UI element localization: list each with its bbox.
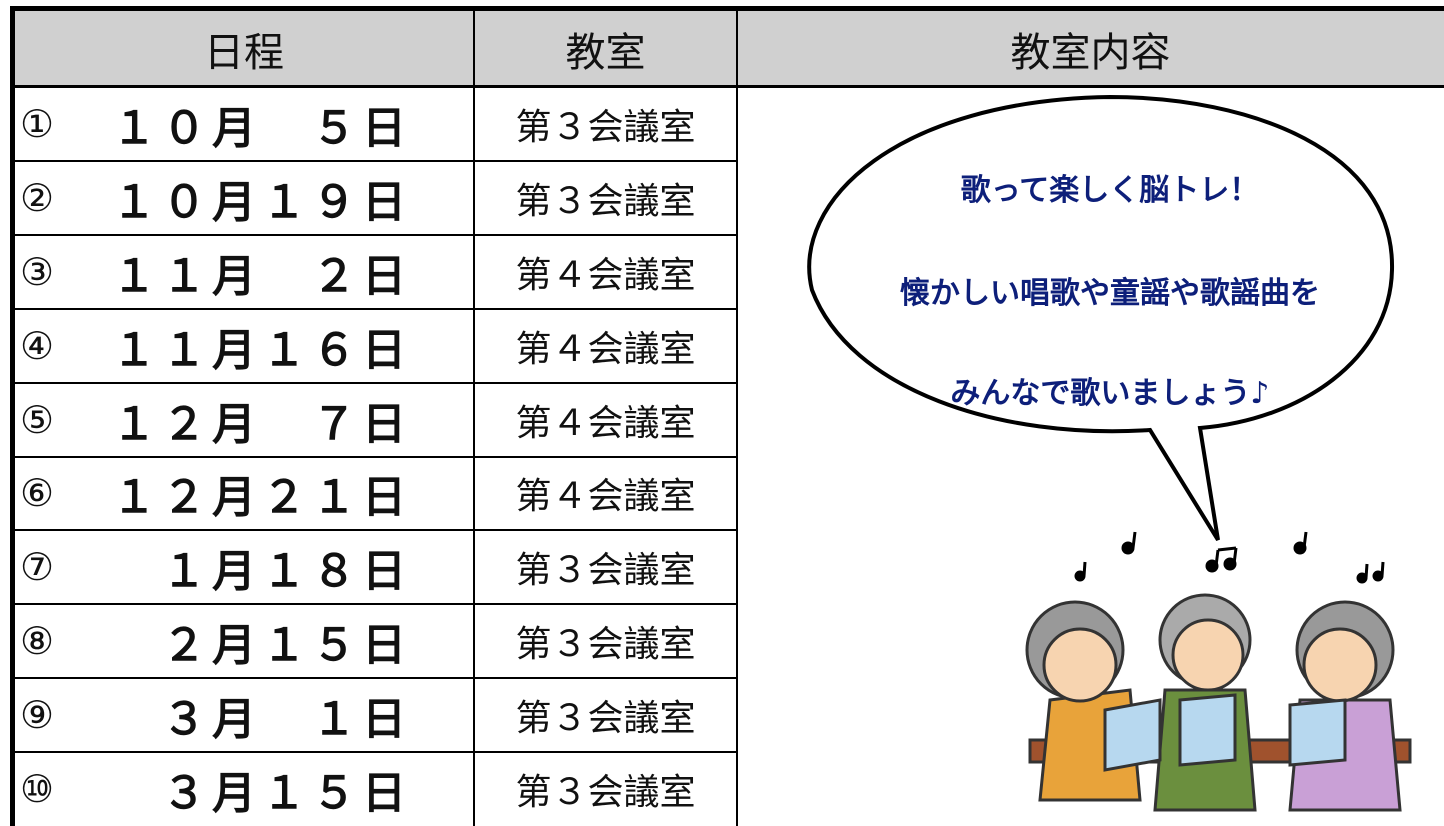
row-date: １０月 ５日 — [112, 102, 412, 154]
row-number: ⑦ — [20, 545, 55, 590]
speech-bubble — [807, 94, 1395, 542]
row-border — [14, 307, 737, 310]
header-cell: 日程 — [14, 10, 474, 87]
row-border — [14, 751, 737, 754]
row-room: 第３会議室 — [515, 698, 696, 740]
row-border — [14, 455, 737, 458]
row-number: ① — [20, 101, 55, 146]
row-room: 第３会議室 — [515, 180, 696, 222]
header-cell: 教室 — [474, 10, 737, 87]
bubble-line: 歌って楽しく脳トレ！ — [960, 173, 1260, 208]
row-room: 第３会議室 — [515, 772, 696, 814]
row-number: ② — [20, 175, 55, 220]
row-date: １２月 ７日 — [112, 398, 412, 450]
row-date: １１月１６日 — [112, 324, 412, 376]
row-room: 第４会議室 — [515, 402, 696, 444]
row-border — [14, 603, 737, 606]
row-date: ２月１５日 — [162, 620, 412, 672]
row-date: １１月 ２日 — [112, 250, 412, 302]
singers-illustration — [1025, 593, 1412, 812]
row-room: 第３会議室 — [515, 550, 696, 592]
border — [14, 85, 1444, 88]
row-number: ⑩ — [20, 767, 55, 812]
music-notes — [1074, 531, 1385, 584]
row-number: ④ — [20, 323, 55, 368]
bubble-line: みんなで歌いましょう♪ — [950, 376, 1270, 411]
border — [10, 6, 1444, 11]
header-cell: 教室内容 — [737, 10, 1444, 87]
row-room: 第４会議室 — [515, 476, 696, 518]
border — [736, 10, 738, 826]
row-number: ⑤ — [20, 397, 55, 442]
row-border — [14, 677, 737, 680]
border — [473, 10, 475, 826]
bubble-line: 懐かしい唱歌や童謡や歌謡曲を — [900, 276, 1320, 311]
row-room: 第４会議室 — [515, 254, 696, 296]
row-date: ３月 １日 — [162, 694, 412, 746]
row-border — [14, 381, 737, 384]
row-date: １月１８日 — [162, 546, 412, 598]
border — [10, 10, 15, 826]
row-room: 第３会議室 — [515, 106, 696, 148]
row-date: ３月１５日 — [162, 768, 412, 820]
row-border — [14, 529, 737, 532]
row-border — [14, 159, 737, 162]
row-number: ③ — [20, 249, 55, 294]
row-room: 第４会議室 — [515, 328, 696, 370]
row-border — [14, 233, 737, 236]
row-number: ⑧ — [20, 619, 55, 664]
row-room: 第３会議室 — [515, 624, 696, 666]
row-date: １２月２１日 — [112, 472, 412, 524]
row-number: ⑨ — [20, 693, 55, 738]
row-date: １０月１９日 — [112, 176, 412, 228]
row-number: ⑥ — [20, 471, 55, 516]
